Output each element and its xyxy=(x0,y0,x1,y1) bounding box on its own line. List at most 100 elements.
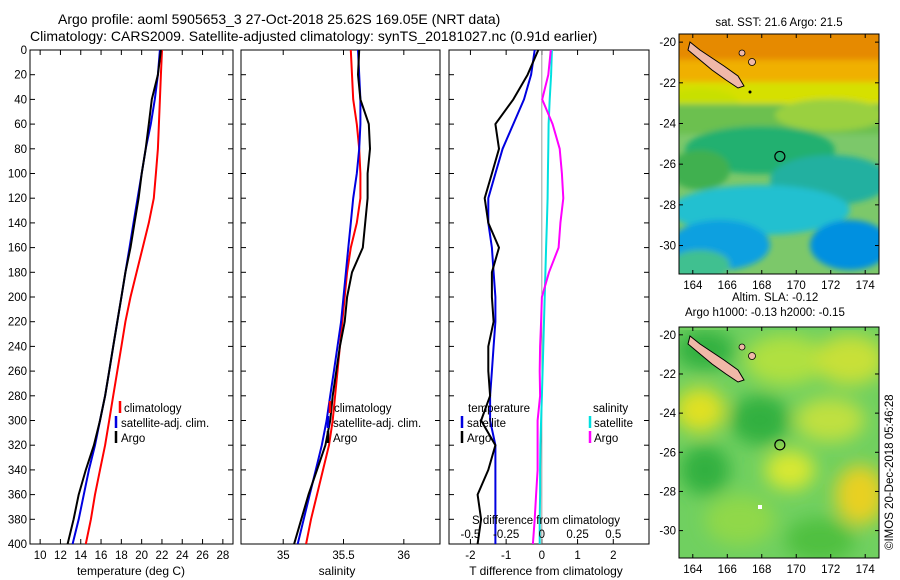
sst-map-axes: 164 166 168 170 172 174 -20 -22 -24 -26 -28 -30 xyxy=(659,34,879,292)
argo-profile-location-marker xyxy=(774,150,786,163)
loyalty-islands-icon xyxy=(738,343,746,351)
x-tick-label: 22 xyxy=(156,550,169,562)
depth-tick-label: 280 xyxy=(8,391,27,403)
depth-tick-label: 220 xyxy=(8,317,27,329)
series-line-argo xyxy=(293,50,371,544)
difference-panel: -2 -1 0 1 2 T difference from climatology S … xyxy=(448,49,650,578)
temperature-panel: 0 20 40 60 80 100 120 140 160 180 200 220 240 260 280 3… xyxy=(8,45,234,578)
title-line-2: Climatology: CARS2009. Satellite-adjuste… xyxy=(30,28,597,44)
islet-icon xyxy=(748,90,752,94)
lat-tick-label: -20 xyxy=(659,330,676,342)
x-tick-label: -2 xyxy=(465,550,475,562)
lat-tick-label: -24 xyxy=(659,118,676,130)
sst-heatmap xyxy=(679,34,879,274)
series-line-salinity-argo xyxy=(531,50,565,544)
depth-tick-label: 400 xyxy=(8,539,27,551)
depth-tick-label: 260 xyxy=(8,366,27,378)
x-tick-label: 16 xyxy=(95,550,108,562)
x-tick-label: 35 xyxy=(277,550,290,562)
series-line-climatology xyxy=(84,50,163,544)
x-tick-label: 28 xyxy=(216,550,229,562)
depth-tick-label: 320 xyxy=(8,440,27,452)
lat-tick-label: -26 xyxy=(659,447,676,459)
legend-argo-label: Argo xyxy=(121,433,145,445)
s-tick-label: 0.25 xyxy=(566,529,588,541)
legend-s-argo-label: Argo xyxy=(594,433,618,445)
depth-axis: 0 20 40 60 80 100 120 140 160 180 200 220 240 260 280 3… xyxy=(8,45,233,551)
x-tick-label: 35.5 xyxy=(332,550,354,562)
lon-tick-label: 164 xyxy=(683,564,703,576)
difference-legend: temperature satellite Argo salinity sate… xyxy=(460,403,633,445)
depth-tick-label: 60 xyxy=(14,119,27,131)
x-tick-label: 0 xyxy=(539,550,545,562)
series-line-climatology xyxy=(305,50,362,544)
loyalty-islands-icon xyxy=(748,352,756,360)
lat-tick-label: -22 xyxy=(659,78,676,90)
salinity-depth-ticks xyxy=(241,49,440,545)
temperature-xlabel: temperature (deg C) xyxy=(77,564,185,578)
lat-tick-label: -30 xyxy=(659,526,676,538)
imos-credit: ©IMOS 20-Dec-2018 05:46:28 xyxy=(884,394,896,550)
lon-tick-label: 172 xyxy=(821,564,840,576)
new-caledonia-island-icon xyxy=(687,41,745,89)
x-tick-label: 2 xyxy=(610,550,616,562)
legend-satellite-label: satellite-adj. clim. xyxy=(333,418,421,430)
legend-climatology-label: climatology xyxy=(124,403,182,415)
t-difference-xlabel: T difference from climatology xyxy=(469,564,623,578)
s-tick-label: 0 xyxy=(539,529,545,541)
depth-tick-label: 0 xyxy=(21,45,27,57)
depth-tick-label: 100 xyxy=(8,169,27,181)
lat-tick-label: -20 xyxy=(659,37,676,49)
x-tick-label: 24 xyxy=(176,550,189,562)
legend-climatology-label: climatology xyxy=(334,403,392,415)
salinity-lines xyxy=(293,50,371,544)
lat-tick-label: -28 xyxy=(659,486,676,498)
depth-tick-label: 160 xyxy=(8,243,27,255)
depth-tick-label: 340 xyxy=(8,465,27,477)
loyalty-islands-icon xyxy=(748,58,756,66)
depth-tick-label: 120 xyxy=(8,193,27,205)
s-difference-axis: -0.5 -0.25 0 0.25 0.5 xyxy=(461,529,622,541)
legend-t-argo-label: Argo xyxy=(467,433,491,445)
temperature-lines xyxy=(66,50,163,544)
legend-argo-label: Argo xyxy=(333,433,357,445)
lat-tick-label: -24 xyxy=(659,408,676,420)
x-tick-label: 14 xyxy=(74,550,87,562)
sla-map-title-2: Argo h1000: -0.13 h2000: -0.15 xyxy=(685,307,845,319)
x-tick-label: 20 xyxy=(135,550,148,562)
salinity-axis: 35 35.5 36 xyxy=(277,50,410,562)
x-tick-label: 12 xyxy=(54,550,67,562)
x-tick-label: 10 xyxy=(34,550,47,562)
lon-tick-label: 168 xyxy=(752,280,771,292)
depth-tick-label: 180 xyxy=(8,267,27,279)
x-tick-label: -1 xyxy=(501,550,511,562)
temperature-axis: 10 12 14 16 18 20 22 24 26 28 xyxy=(34,50,229,562)
islet-icon xyxy=(758,505,762,509)
legend-salinity-title: salinity xyxy=(593,403,628,415)
x-tick-label: 1 xyxy=(574,550,580,562)
series-line-satellite-adj-clim- xyxy=(296,50,362,544)
x-tick-label: 36 xyxy=(397,550,410,562)
lat-tick-label: -30 xyxy=(659,241,676,253)
s-tick-label: -0.5 xyxy=(461,529,481,541)
lon-tick-label: 172 xyxy=(821,280,840,292)
depth-tick-label: 20 xyxy=(14,70,27,82)
legend-t-satellite-label: satellite xyxy=(467,418,506,430)
legend-s-satellite-label: satellite xyxy=(594,418,633,430)
depth-tick-label: 300 xyxy=(8,416,27,428)
sla-map-axes: 164 166 168 170 172 174 -20 -22 -24 -26 -28 -30 xyxy=(659,327,879,576)
salinity-xlabel: salinity xyxy=(319,564,356,578)
depth-tick-label: 200 xyxy=(8,292,27,304)
lon-tick-label: 170 xyxy=(787,280,806,292)
title-line-1: Argo profile: aoml 5905653_3 27-Oct-2018… xyxy=(58,11,500,27)
series-line-temperature-satellite xyxy=(487,50,536,544)
temperature-legend: climatology satellite-adj. clim. Argo xyxy=(114,401,209,445)
salinity-plot-frame xyxy=(240,49,441,545)
series-line-temperature-argo xyxy=(476,50,540,544)
lon-tick-label: 166 xyxy=(718,280,737,292)
depth-tick-label: 140 xyxy=(8,218,27,230)
difference-depth-ticks xyxy=(449,49,649,545)
difference-plot-frame xyxy=(448,49,650,545)
sla-map-frame xyxy=(678,326,880,559)
